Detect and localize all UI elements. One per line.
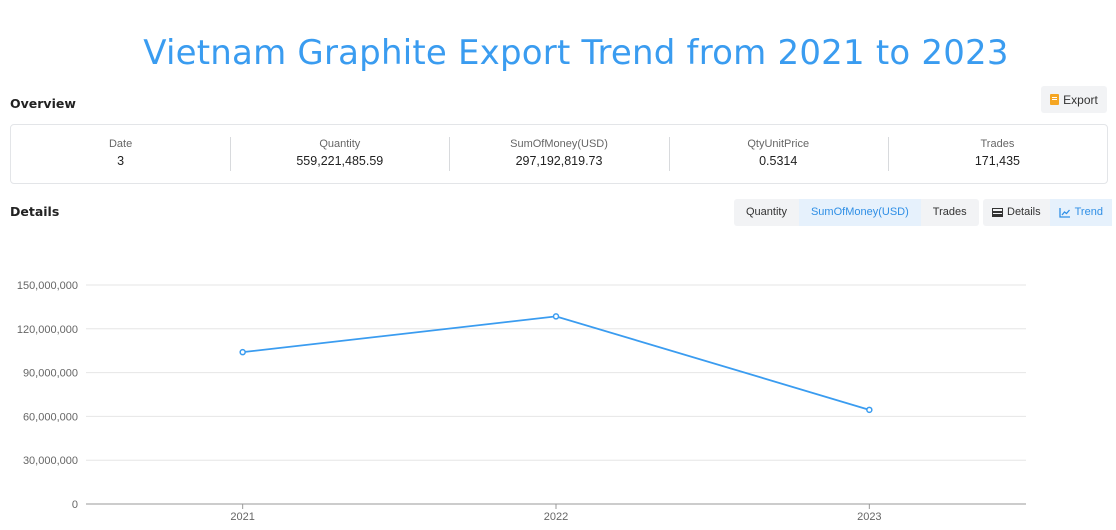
data-point[interactable]	[239, 348, 246, 356]
tab-trend[interactable]: Trend	[1049, 199, 1112, 226]
y-tick-label: 120,000,000	[17, 324, 78, 336]
stat-quantity: Quantity 559,221,485.59	[230, 137, 449, 171]
tab-trend-label: Trend	[1074, 206, 1103, 218]
data-point[interactable]	[552, 313, 560, 320]
tab-quantity[interactable]: Quantity	[746, 206, 787, 218]
export-icon	[1050, 94, 1060, 105]
tab-details[interactable]: Details	[983, 199, 1050, 226]
y-tick-label: 60,000,000	[23, 411, 78, 423]
stat-value: 3	[117, 154, 125, 168]
stat-date: Date 3	[11, 137, 230, 171]
stat-label: QtyUnitPrice	[747, 138, 810, 150]
metric-tabs: Quantity SumOfMoney(USD) Trades	[734, 199, 979, 226]
y-tick-label: 90,000,000	[23, 368, 78, 380]
stat-trades: Trades 171,435	[887, 137, 1107, 171]
overview-heading: Overview	[10, 96, 76, 111]
stat-value: 559,221,485.59	[296, 154, 384, 168]
y-tick-label: 30,000,000	[23, 455, 78, 467]
stat-label: Trades	[980, 138, 1015, 150]
tab-trades[interactable]: Trades	[932, 206, 967, 218]
stat-label: Date	[108, 138, 133, 150]
chart-series	[239, 313, 873, 414]
tab-details-label: Details	[1007, 206, 1041, 218]
stat-label: SumOfMoney(USD)	[510, 138, 608, 150]
stat-label: Quantity	[319, 138, 361, 150]
chart-grid	[86, 284, 1026, 505]
x-tick-label: 2022	[544, 511, 568, 523]
page-title: Vietnam Graphite Export Trend from 2021 …	[143, 33, 1009, 73]
table-icon	[992, 208, 1003, 217]
view-tabs: Details Trend	[983, 199, 1112, 226]
tab-sum-of-money[interactable]: SumOfMoney(USD)	[798, 199, 921, 226]
data-point[interactable]	[866, 406, 873, 414]
x-tick-label: 2023	[857, 511, 881, 523]
details-heading: Details	[10, 204, 60, 219]
series-line	[242, 315, 870, 411]
export-button-label: Export	[1063, 92, 1098, 107]
x-tick-label: 2021	[230, 511, 254, 523]
stat-sum-of-money: SumOfMoney(USD) 297,192,819.73	[449, 137, 668, 171]
stat-value: 171,435	[974, 154, 1020, 168]
overview-panel: Date 3 Quantity 559,221,485.59 SumOfMone…	[10, 124, 1108, 184]
y-axis: 0 30,000,000 60,000,000 90,000,000 120,000,0…	[17, 280, 78, 511]
export-button[interactable]: Export	[1041, 86, 1107, 113]
y-tick-label: 150,000,000	[17, 280, 78, 292]
stat-value: 0.5314	[759, 154, 798, 168]
y-tick-label: 0	[72, 499, 78, 511]
line-chart-icon	[1058, 208, 1070, 218]
x-axis: 2021 2022 2023	[230, 504, 882, 523]
stat-value: 297,192,819.73	[515, 154, 603, 168]
stat-qty-unit-price: QtyUnitPrice 0.5314	[668, 137, 888, 171]
